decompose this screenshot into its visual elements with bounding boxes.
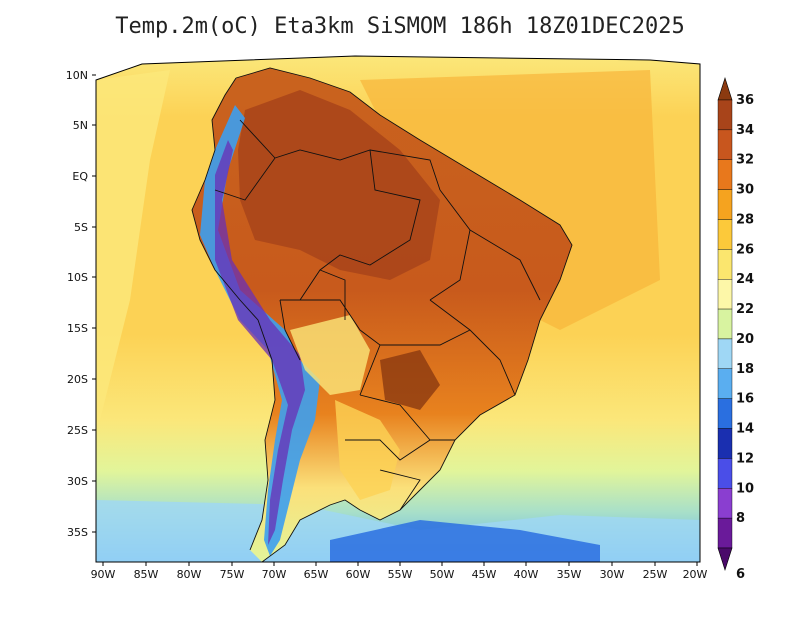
- lon-label: 70W: [262, 568, 287, 581]
- southern-deep-cold: [330, 520, 600, 562]
- country-borders: [191, 67, 573, 562]
- pacific-cool-band: [96, 70, 170, 420]
- chaco-cool-area: [290, 315, 370, 395]
- amazon-hot-core: [238, 90, 440, 280]
- lon-label: 25W: [643, 568, 668, 581]
- colorbar-label: 22: [736, 302, 754, 317]
- lon-label: 60W: [346, 568, 371, 581]
- lon-axis: 90W 85W 80W 75W 70W 65W 60W 55W 50W 45W …: [91, 562, 708, 581]
- colorbar-swatch: [717, 129, 733, 160]
- colorbar-min-arrow: [717, 547, 733, 571]
- colorbar-label: 34: [736, 123, 754, 138]
- colorbar-label: 12: [736, 451, 754, 466]
- lon-label: 85W: [134, 568, 159, 581]
- colorbar-label: 8: [736, 511, 745, 526]
- lat-label: EQ: [72, 170, 88, 183]
- colorbar-swatch: [717, 189, 733, 220]
- lat-label: 20S: [67, 373, 88, 386]
- colorbar-swatch: [717, 338, 733, 369]
- colorbar-swatch: [717, 398, 733, 429]
- colorbar-swatch: [717, 488, 733, 519]
- colorbar-label: 10: [736, 481, 754, 496]
- lat-label: 10N: [66, 69, 88, 82]
- colorbar-label: 36: [736, 93, 754, 108]
- colorbar-label: 18: [736, 362, 754, 377]
- lon-label: 90W: [91, 568, 116, 581]
- lat-label: 10S: [67, 271, 88, 284]
- lat-axis: 10N 5N EQ 5S 10S 15S 20S 25S 30S 35S: [66, 69, 96, 539]
- pampa-area: [335, 400, 400, 500]
- lon-label: 40W: [514, 568, 539, 581]
- lat-label: 5S: [74, 221, 88, 234]
- colorbar-label: 14: [736, 422, 754, 437]
- lon-label: 30W: [600, 568, 625, 581]
- lat-label: 35S: [67, 526, 88, 539]
- colorbar-swatch: [717, 99, 733, 131]
- map-frame: [95, 55, 701, 563]
- colorbar-swatch: [717, 279, 733, 310]
- colorbar-swatch: [717, 458, 733, 489]
- map-title: Temp.2m(oC) Eta3km SiSMOM 186h 18Z01DEC2…: [115, 14, 685, 39]
- colorbar-label: 24: [736, 272, 754, 287]
- colorbar-swatch: [717, 368, 733, 399]
- lon-label: 35W: [557, 568, 582, 581]
- lon-label: 75W: [220, 568, 245, 581]
- colorbar-label: 32: [736, 153, 754, 168]
- colorbar-label: 30: [736, 183, 754, 198]
- lat-label: 30S: [67, 475, 88, 488]
- lat-label: 25S: [67, 424, 88, 437]
- lat-label: 5N: [73, 119, 88, 132]
- lon-label: 65W: [304, 568, 329, 581]
- colorbar-swatch: [717, 308, 733, 340]
- lon-label: 45W: [472, 568, 497, 581]
- colorbar-swatch: [717, 219, 733, 250]
- colorbar: 36 34 32 30 28 26 24 22 20 18 16 14 12 10 8 6: [717, 77, 754, 582]
- colorbar-swatch: [717, 249, 733, 280]
- colorbar-label: 20: [736, 332, 754, 347]
- colorbar-max-arrow: [717, 77, 733, 101]
- lat-label: 15S: [67, 322, 88, 335]
- lon-label: 80W: [177, 568, 202, 581]
- colorbar-label: 16: [736, 392, 754, 407]
- andes-peak-purple: [215, 140, 305, 545]
- colorbar-swatch: [717, 159, 733, 190]
- hot-spot-south: [380, 350, 440, 410]
- lon-label: 50W: [430, 568, 455, 581]
- colorbar-label: 26: [736, 242, 754, 257]
- colorbar-label: 6: [736, 567, 745, 582]
- lon-label: 55W: [388, 568, 413, 581]
- lon-label: 20W: [683, 568, 708, 581]
- colorbar-label: 28: [736, 212, 754, 227]
- colorbar-swatch: [717, 517, 733, 549]
- map-field: [96, 56, 700, 562]
- colorbar-swatch: [717, 428, 733, 459]
